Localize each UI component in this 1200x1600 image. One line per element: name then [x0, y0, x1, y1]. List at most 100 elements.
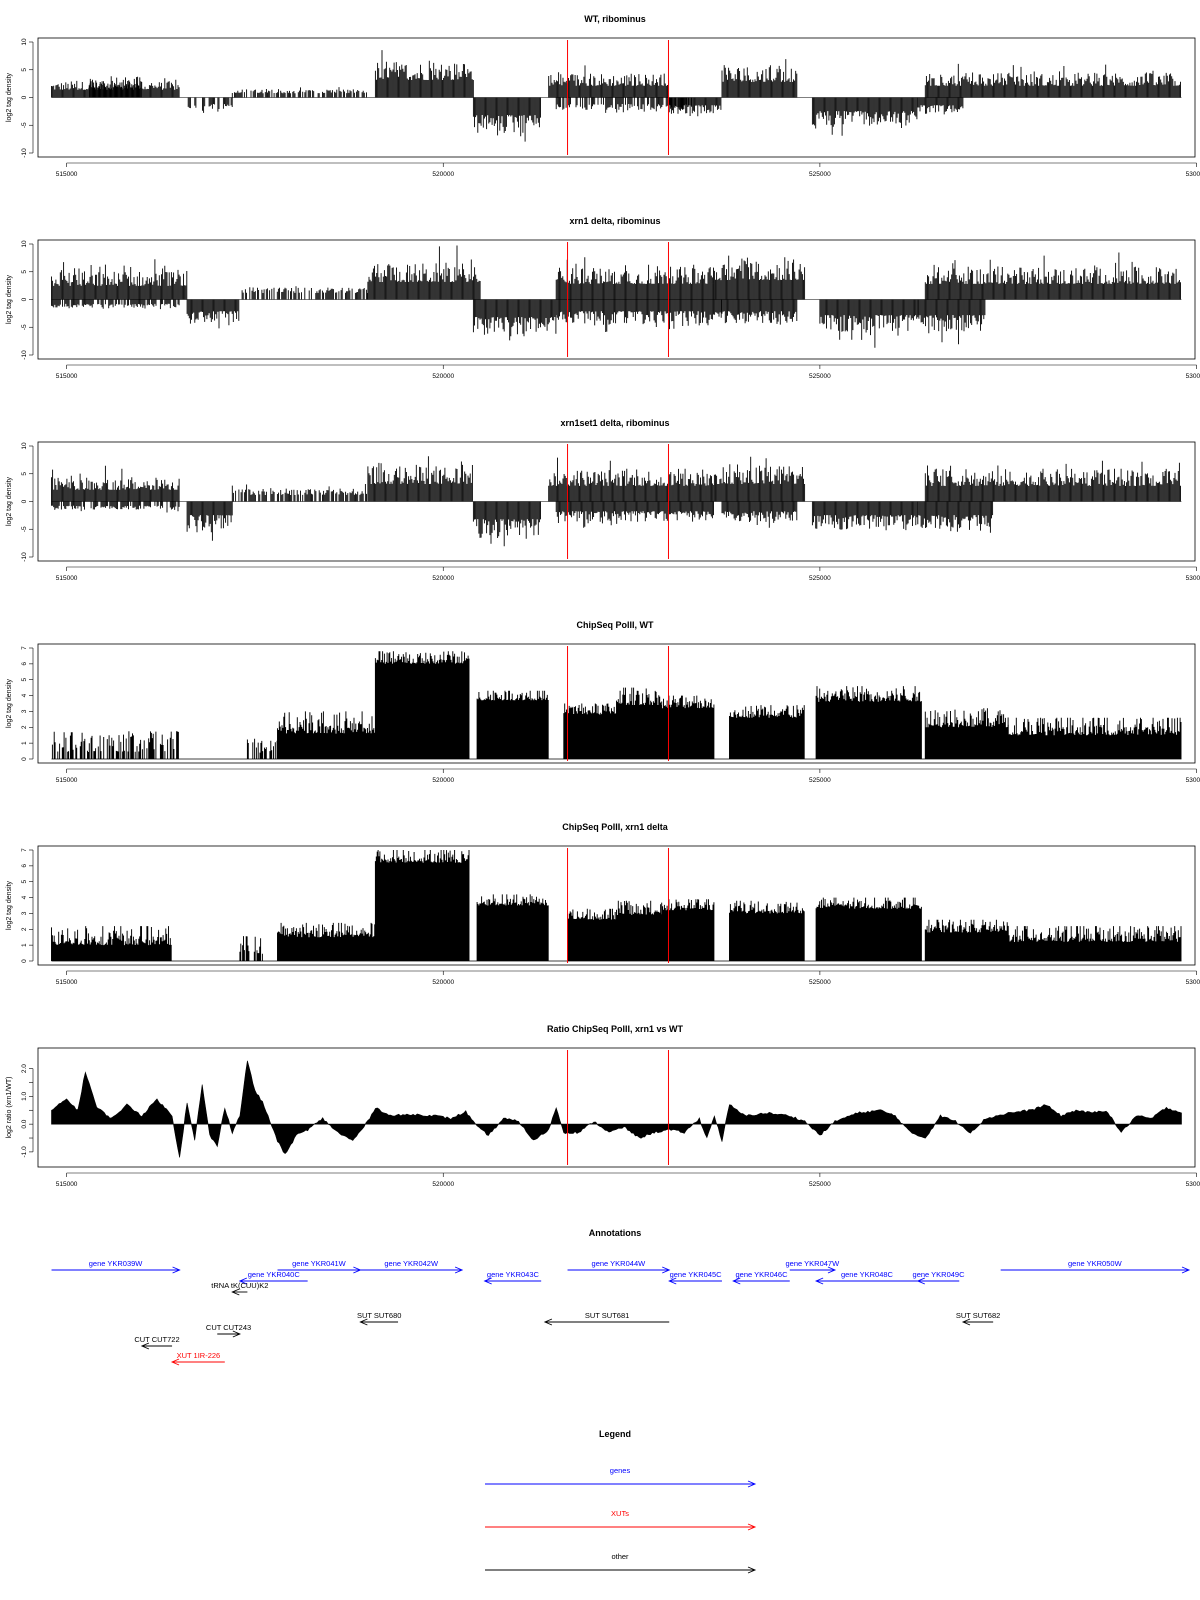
- signal-bars: [186, 299, 240, 329]
- signal-segment: [721, 59, 798, 98]
- annotation-feature: gene YKR040C: [238, 1270, 308, 1285]
- annotation-label: gene YKR049C: [913, 1270, 966, 1279]
- annotations-panel: Annotations gene YKR039W gene YKR041Wgene…: [51, 1228, 1191, 1366]
- annotation-feature: gene YKR044W: [567, 1259, 671, 1274]
- annotation-arrow-arrowhead: [662, 1266, 671, 1274]
- y-tick-label: 5: [21, 270, 28, 274]
- signal-bars: [924, 252, 1181, 300]
- signal-bars: [231, 87, 367, 98]
- signal-bars: [241, 286, 368, 300]
- track-panel: xrn1 delta, ribominus log2 tag density -10…: [6, 216, 1200, 380]
- signal-bars: [811, 97, 918, 136]
- y-tick-label: 5: [21, 678, 28, 682]
- coverage-bars: [729, 900, 805, 961]
- coverage-block: [239, 936, 263, 961]
- x-tick-label: 515000: [56, 171, 78, 178]
- annotation-feature: gene YKR048C: [814, 1270, 918, 1285]
- signal-bars: [374, 50, 474, 98]
- signal-bars: [472, 501, 541, 547]
- coverage-block: [374, 651, 470, 759]
- y-axis-label: log2 tag density: [6, 72, 13, 122]
- x-tick-label: 530000: [1186, 777, 1200, 784]
- coverage-block: [616, 900, 662, 961]
- signal-segment: [721, 501, 798, 528]
- annotation-feature: CUT CUT243: [206, 1323, 251, 1338]
- signal-segment: [186, 299, 240, 329]
- y-tick-label: 5: [21, 68, 28, 72]
- legend-arrow-arrowhead: [747, 1480, 757, 1488]
- legend-label: other: [611, 1552, 629, 1561]
- y-tick-label: 0: [21, 757, 28, 761]
- y-tick-label: 5: [21, 880, 28, 884]
- panel-title: xrn1 delta, ribominus: [569, 216, 660, 226]
- signal-segment: [924, 63, 1181, 98]
- x-tick-label: 520000: [432, 777, 454, 784]
- panel-title: ChipSeq PolII, WT: [577, 620, 654, 630]
- signal-bars: [186, 501, 233, 541]
- x-tick-label: 525000: [809, 777, 831, 784]
- annotation-arrow-arrowhead: [170, 1358, 180, 1366]
- x-tick-label: 520000: [432, 171, 454, 178]
- y-tick-label: -10: [21, 148, 28, 158]
- annotation-label: XUT 1IR-226: [177, 1351, 221, 1360]
- y-tick-label: 7: [21, 646, 28, 650]
- coverage-bars: [563, 703, 617, 759]
- coverage-bars: [661, 695, 715, 759]
- coverage-block: [1007, 926, 1182, 961]
- coverage-block: [246, 738, 278, 759]
- signal-bars: [811, 501, 918, 531]
- coverage-bars: [374, 651, 470, 759]
- legend-label: genes: [610, 1466, 631, 1475]
- coverage-block: [924, 919, 1009, 961]
- coverage-bars: [476, 894, 549, 961]
- signal-segment: [721, 299, 798, 325]
- plot-frame: [37, 441, 1196, 562]
- annotation-feature: SUT SUT680: [357, 1311, 401, 1326]
- signal-segment: [51, 299, 180, 310]
- signal-bars: [668, 97, 722, 117]
- track-panel: xrn1set1 delta, ribominus log2 tag densit…: [6, 418, 1200, 582]
- x-tick-label: 530000: [1186, 1181, 1200, 1188]
- signal-segment: [367, 245, 481, 300]
- y-axis-label: log2 tag density: [6, 678, 13, 728]
- panel-title: xrn1set1 delta, ribominus: [560, 418, 669, 428]
- coverage-bars: [815, 897, 922, 961]
- coverage-block: [567, 908, 617, 961]
- signal-bars: [721, 59, 798, 98]
- legend-entry: XUTs: [485, 1509, 757, 1531]
- x-tick-label: 515000: [56, 1181, 78, 1188]
- annotation-feature: gene YKR039W: [51, 1259, 181, 1274]
- y-tick-label: 6: [21, 864, 28, 868]
- coverage-bars: [567, 908, 617, 961]
- signal-segment: [186, 501, 233, 541]
- signal-bars: [555, 257, 714, 300]
- legend-panel: Legend genes XUTs other: [485, 1429, 757, 1574]
- signal-segment: [555, 501, 714, 528]
- signal-bars: [187, 97, 233, 113]
- y-tick-label: 10: [21, 240, 28, 248]
- annotation-feature: gene YKR046C: [732, 1270, 790, 1285]
- y-tick-label: 3: [21, 709, 28, 713]
- y-tick-label: 2.0: [21, 1064, 28, 1073]
- signal-segment: [51, 501, 180, 513]
- y-tick-label: 4: [21, 693, 28, 697]
- annotation-label: gene YKR042W: [384, 1259, 439, 1268]
- annotation-label: CUT CUT243: [206, 1323, 251, 1332]
- annotation-feature: gene YKR050W: [1000, 1259, 1191, 1274]
- x-tick-label: 520000: [432, 373, 454, 380]
- annotation-arrow-arrowhead: [172, 1266, 181, 1274]
- legend-title: Legend: [599, 1429, 631, 1439]
- track-panel: Ratio ChipSeq PolII, xrn1 vs WT log2 rati…: [6, 1024, 1200, 1188]
- signal-segment: [548, 65, 670, 98]
- coverage-bars: [815, 686, 922, 759]
- signal-segment: [713, 255, 806, 300]
- annotation-arrow-arrowhead: [668, 1277, 677, 1285]
- coverage-bars: [239, 936, 263, 961]
- panel-title: WT, ribominus: [584, 14, 646, 24]
- legend-entry: other: [485, 1552, 757, 1574]
- legend-label: XUTs: [611, 1509, 629, 1518]
- signal-bars: [231, 484, 367, 502]
- annotation-arrow-arrowhead: [827, 1266, 837, 1274]
- y-tick-label: 6: [21, 662, 28, 666]
